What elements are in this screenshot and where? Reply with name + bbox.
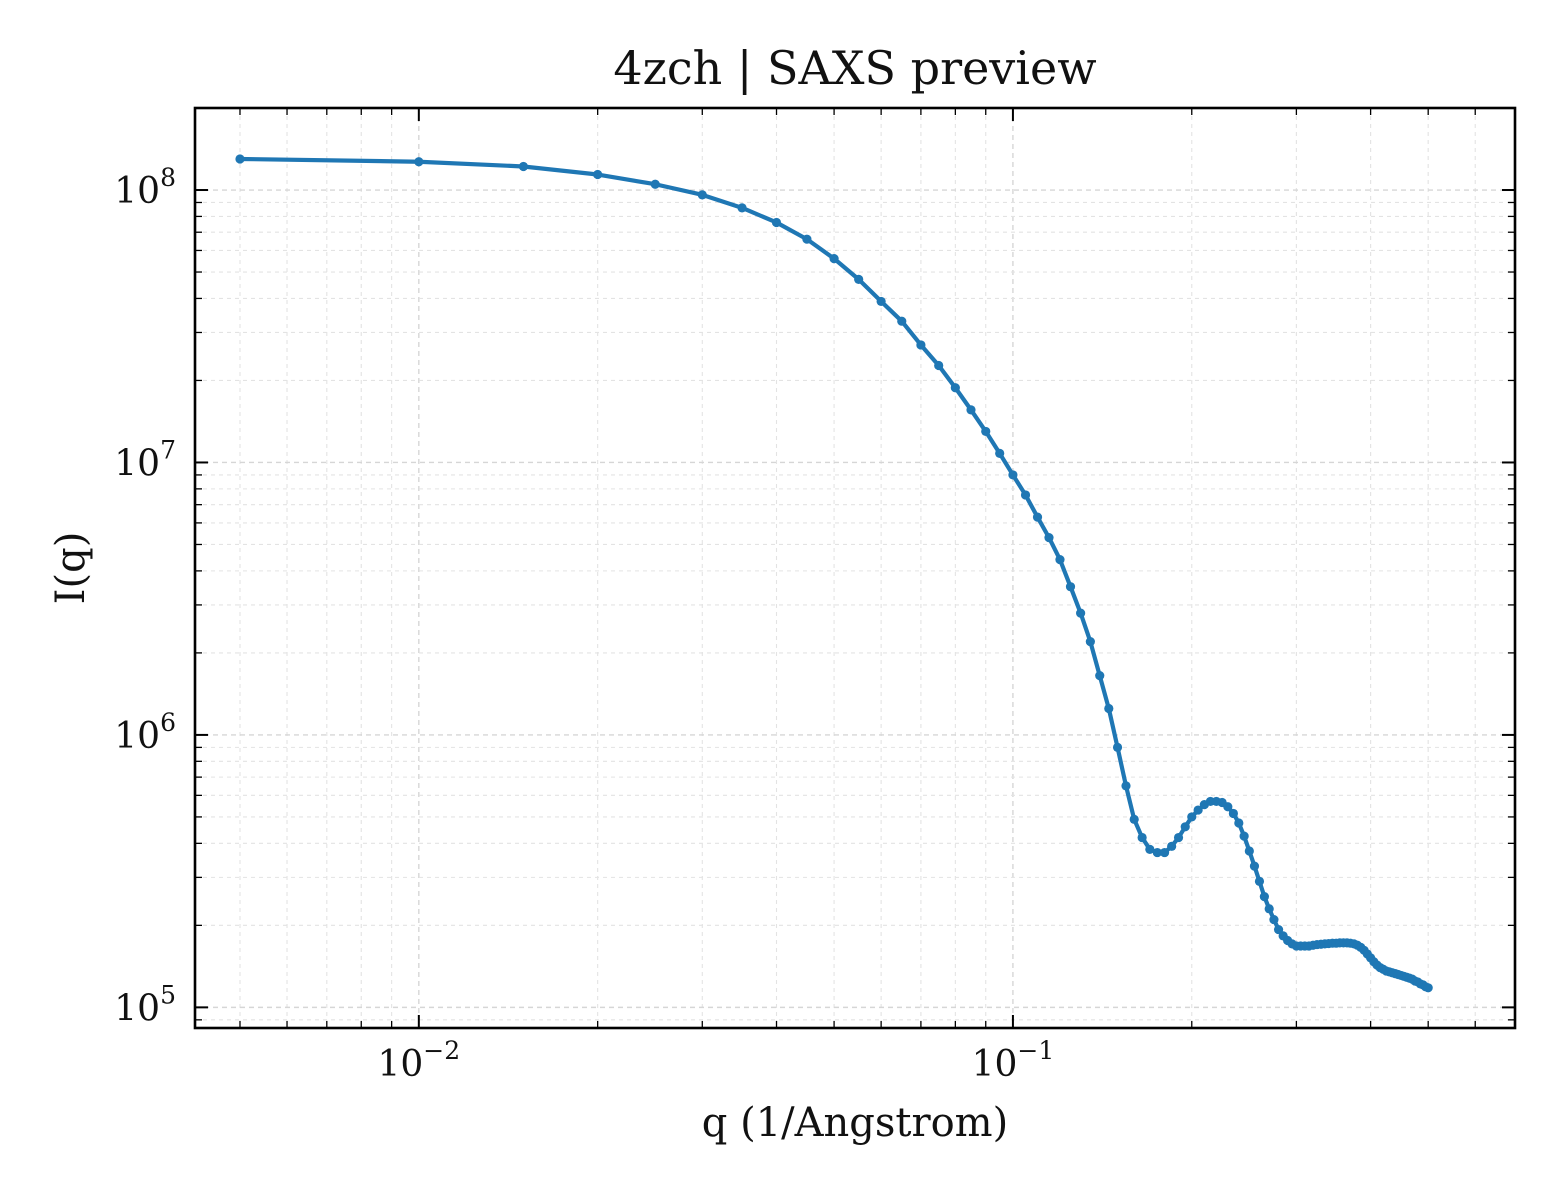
data-point [1187, 812, 1197, 822]
data-point [1193, 805, 1203, 815]
y-tick-label: 105 [114, 980, 176, 1029]
y-tick-label-base: 10 [114, 171, 160, 212]
data-point [916, 340, 926, 350]
x-tick-label-exponent: −1 [1017, 1036, 1054, 1065]
data-point [1249, 861, 1260, 871]
series-layer [235, 154, 1433, 993]
data-point [518, 161, 529, 172]
data-point [1228, 808, 1238, 819]
x-tick-label-base: 10 [377, 1044, 423, 1085]
chart-title: 4zch | SAXS preview [613, 41, 1096, 95]
x-tick-label-exponent: −2 [423, 1036, 460, 1065]
data-point [1055, 555, 1065, 565]
data-point [1076, 608, 1086, 618]
data-point [1121, 781, 1131, 791]
data-point [1104, 703, 1114, 714]
data-point [829, 254, 839, 264]
data-point [1112, 742, 1123, 752]
data-point [1044, 532, 1054, 543]
data-point [1239, 831, 1249, 841]
data-point [1032, 512, 1043, 522]
data-point [1152, 847, 1162, 858]
y-axis-label: I(q) [48, 532, 94, 605]
data-point [981, 426, 991, 437]
y-tick-label-base: 10 [114, 443, 160, 484]
data-point [854, 274, 864, 284]
data-point [1129, 814, 1139, 824]
data-point [1167, 841, 1177, 851]
data-point [1254, 876, 1265, 886]
data-point [966, 405, 976, 415]
data-point [650, 179, 660, 189]
data-point [414, 157, 424, 167]
data-point [1423, 983, 1433, 993]
y-tick-label: 107 [114, 435, 176, 484]
data-point [1095, 671, 1105, 681]
data-point [802, 234, 812, 244]
data-point [1145, 844, 1155, 855]
data-point [235, 154, 245, 164]
data-point [1085, 637, 1095, 647]
data-point [1173, 832, 1184, 843]
y-tick-label: 108 [114, 163, 176, 212]
data-point [1008, 470, 1018, 480]
data-point [737, 203, 747, 213]
data-point [1180, 822, 1190, 832]
data-point [771, 217, 782, 228]
data-point [1259, 892, 1269, 902]
x-tick-label-base: 10 [972, 1044, 1018, 1085]
y-tick-label-exponent: 6 [160, 708, 176, 737]
y-tick-label-base: 10 [114, 716, 160, 757]
data-point [1269, 914, 1279, 925]
data-point [995, 448, 1005, 458]
data-point [1020, 490, 1031, 500]
x-tick-label: 10−2 [377, 1036, 460, 1085]
data-point [593, 169, 603, 180]
data-point [1264, 904, 1274, 914]
data-point [897, 316, 907, 326]
data-point [950, 383, 960, 393]
data-point [934, 360, 944, 371]
x-tick-label: 10−1 [972, 1036, 1055, 1085]
data-point [1234, 818, 1244, 828]
data-point [1137, 832, 1147, 843]
data-point [697, 190, 707, 200]
data-point [1065, 582, 1076, 592]
data-point [876, 296, 886, 307]
data-point [1223, 802, 1233, 812]
grid-lines [195, 107, 1515, 1028]
y-tick-label-exponent: 7 [160, 435, 176, 464]
y-tick-label-exponent: 8 [160, 163, 176, 192]
y-tick-label: 106 [114, 708, 176, 757]
data-point [1244, 846, 1254, 856]
plot-frame [193, 106, 1517, 1030]
y-tick-label-exponent: 5 [160, 980, 176, 1009]
y-tick-label-base: 10 [114, 988, 160, 1029]
data-point [1159, 847, 1170, 858]
x-axis-label: q (1/Angstrom) [702, 1100, 1008, 1146]
